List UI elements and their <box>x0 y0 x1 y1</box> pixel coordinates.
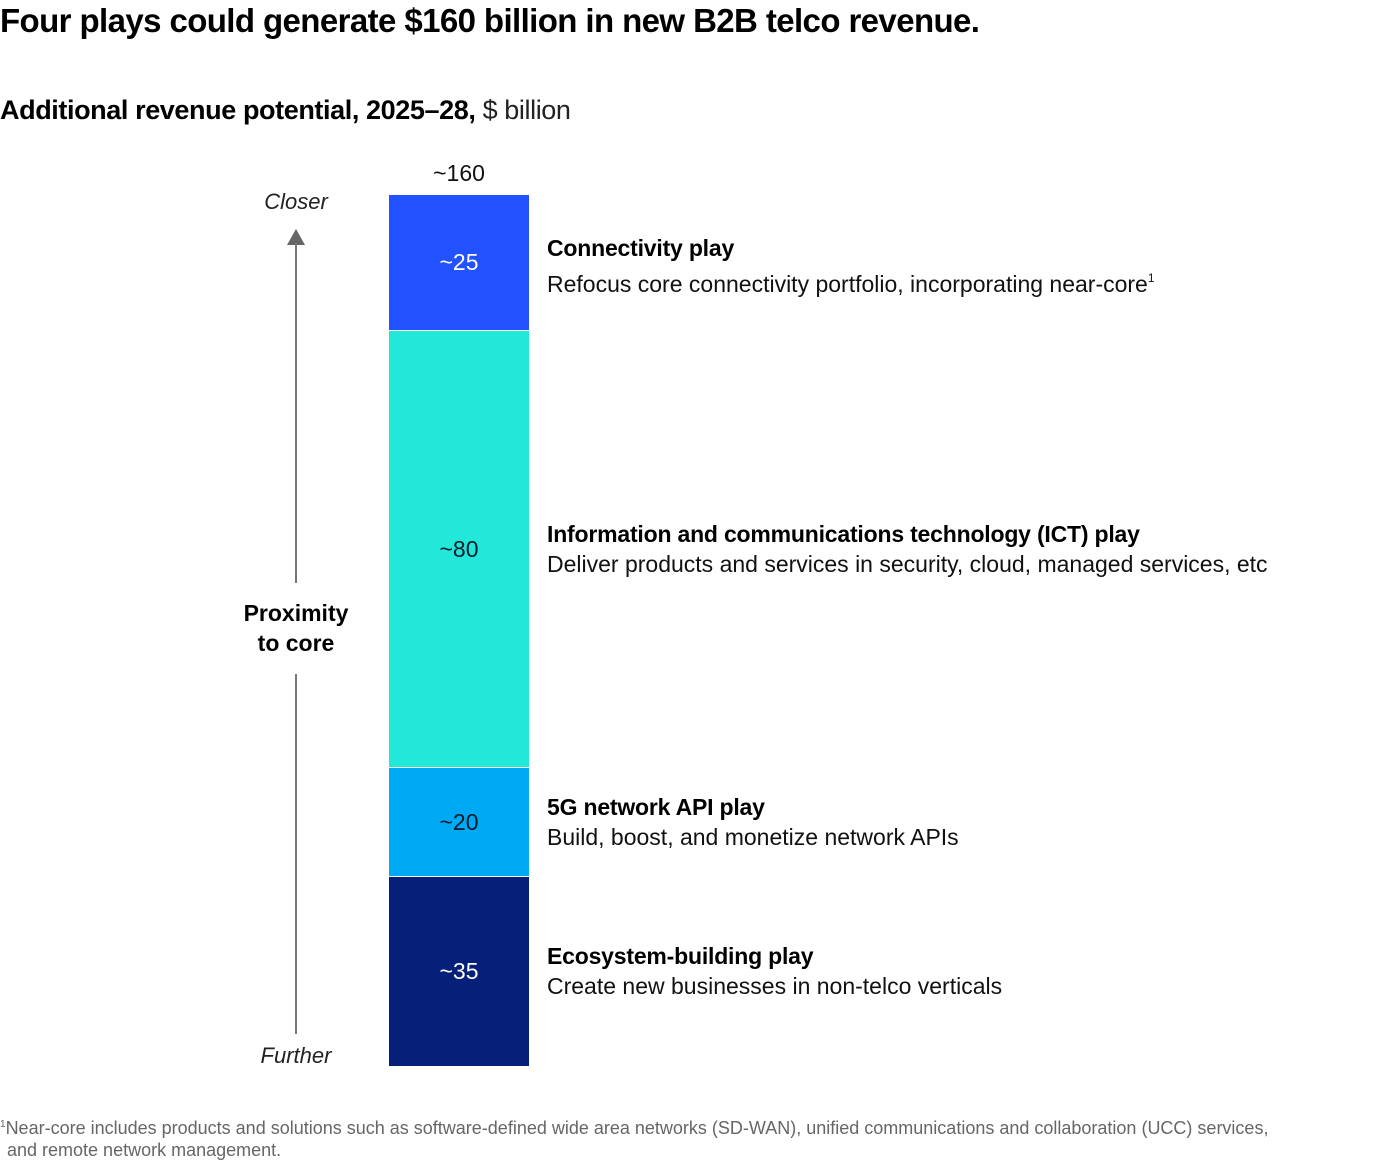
segment-value-label: ~25 <box>439 249 479 275</box>
play-name: Information and communications technolog… <box>547 520 1140 547</box>
play-name: Connectivity play <box>547 234 735 261</box>
total-label: ~160 <box>433 160 485 186</box>
arrow-up-icon <box>287 229 305 245</box>
segment-value-label: ~20 <box>439 808 479 835</box>
subtitle-unit: $ billion <box>475 95 571 125</box>
footnote-ref: 1 <box>1147 270 1155 285</box>
axis-bottom-label: Further <box>260 1043 332 1068</box>
footnote-line1: 1Near-core includes products and solutio… <box>0 1114 1384 1139</box>
play-description: Deliver products and services in securit… <box>547 550 1268 577</box>
footnote-text-1: Near-core includes products and solution… <box>5 1118 1269 1138</box>
segment-value-label: ~80 <box>439 535 479 562</box>
bar-segment: ~80 <box>389 330 529 767</box>
footnote: 1Near-core includes products and solutio… <box>0 1114 1384 1161</box>
play-name: Ecosystem-building play <box>547 943 814 969</box>
axis-top-label: Closer <box>264 189 328 214</box>
subtitle-measure: Additional revenue potential, 2025–28, <box>0 95 476 125</box>
bar-segment: ~35 <box>389 876 529 1066</box>
bar-segment: ~20 <box>389 767 529 876</box>
play-description: Build, boost, and monetize network APIs <box>547 823 959 850</box>
segment-value-label: ~35 <box>439 958 479 984</box>
bar-segment: ~25 <box>389 195 529 330</box>
stacked-bar: ~25 ~80 ~20 ~35 <box>389 195 529 1066</box>
segment-description: 5G network API play Build, boost, and mon… <box>547 792 959 852</box>
axis-label-line1: Proximity <box>243 600 349 626</box>
segment-description: Connectivity play Refocus core connectivi… <box>547 233 1155 299</box>
play-name: 5G network API play <box>547 793 765 820</box>
play-description: Create new businesses in non-telco verti… <box>547 973 1003 999</box>
chart-subtitle: Additional revenue potential, 2025–28, $… <box>0 92 571 128</box>
axis-label-line2: to core <box>257 630 335 656</box>
footnote-marker: 1 <box>0 1119 6 1130</box>
axis-line-upper <box>295 243 297 583</box>
play-description: Refocus core connectivity portfolio, inc… <box>547 270 1155 297</box>
axis-line-lower <box>295 674 297 1034</box>
segment-description: Information and communications technolog… <box>547 519 1268 579</box>
footnote-line2: and remote network management. <box>7 1140 282 1160</box>
axis-label: Proximity to core <box>226 598 366 658</box>
segment-description: Ecosystem-building play Create new busine… <box>547 941 1002 1001</box>
chart-title: Four plays could generate $160 billion i… <box>0 2 980 39</box>
